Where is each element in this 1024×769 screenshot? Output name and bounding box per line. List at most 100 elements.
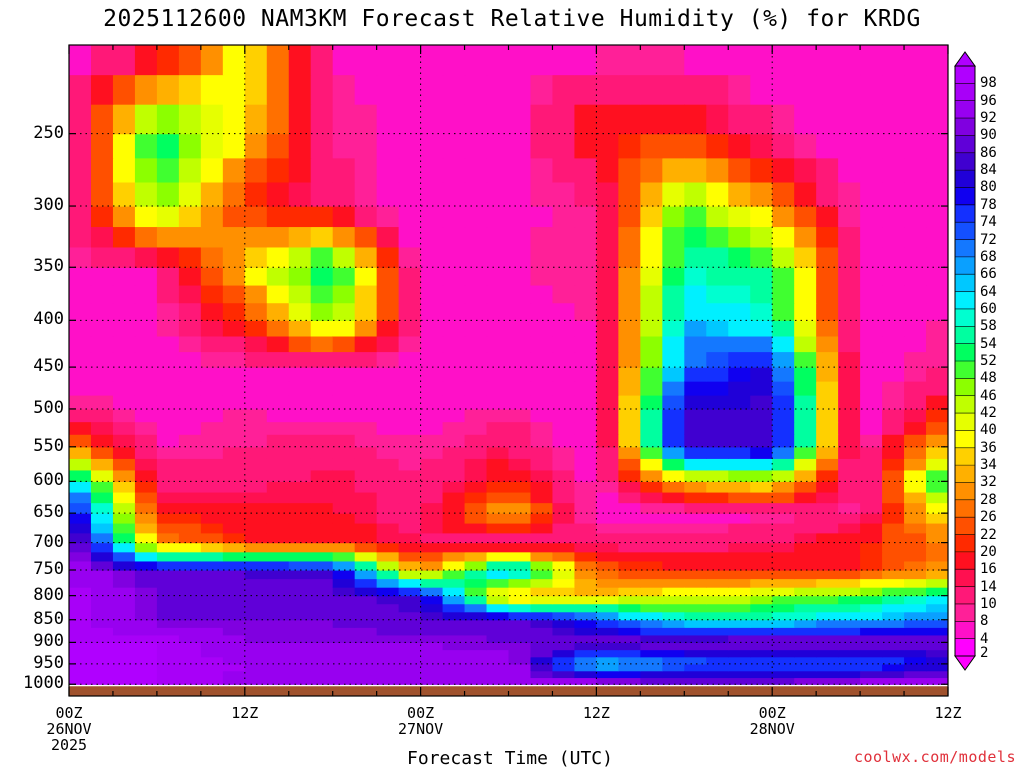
humidity-cell bbox=[266, 663, 290, 672]
humidity-cell bbox=[574, 611, 597, 621]
humidity-cell bbox=[728, 408, 751, 423]
humidity-cell bbox=[156, 181, 180, 207]
humidity-cell bbox=[750, 226, 773, 248]
humidity-cell bbox=[398, 408, 422, 423]
humidity-cell bbox=[662, 157, 685, 183]
humidity-cell bbox=[552, 157, 576, 183]
humidity-cell bbox=[288, 677, 312, 685]
humidity-cell bbox=[794, 481, 817, 493]
humidity-cell bbox=[750, 481, 773, 493]
humidity-cell bbox=[178, 367, 202, 382]
humidity-cell bbox=[926, 367, 948, 382]
humidity-cell bbox=[244, 603, 268, 613]
humidity-cell bbox=[288, 335, 312, 353]
x-tick-label: 12Z bbox=[205, 705, 285, 721]
humidity-cell bbox=[772, 578, 795, 588]
humidity-cell bbox=[354, 663, 378, 672]
humidity-cell bbox=[684, 206, 707, 228]
humidity-cell bbox=[904, 446, 927, 459]
humidity-cell bbox=[816, 513, 839, 524]
humidity-cell bbox=[772, 642, 795, 651]
humidity-cell bbox=[200, 595, 224, 605]
humidity-cell bbox=[552, 469, 576, 482]
humidity-cell bbox=[618, 522, 641, 534]
humidity-cell bbox=[464, 649, 488, 658]
humidity-cell bbox=[596, 595, 619, 605]
humidity-cell bbox=[926, 663, 948, 672]
humidity-cell bbox=[134, 181, 158, 207]
humidity-cell bbox=[376, 320, 400, 337]
humidity-cell bbox=[706, 642, 729, 651]
humidity-cell bbox=[640, 408, 663, 423]
humidity-cell bbox=[684, 74, 707, 105]
humidity-cell bbox=[354, 381, 378, 396]
humidity-cell bbox=[486, 469, 510, 482]
humidity-cell bbox=[134, 522, 158, 534]
humidity-cell bbox=[860, 74, 883, 105]
humidity-cell bbox=[420, 74, 444, 105]
humidity-cell bbox=[90, 491, 114, 504]
humidity-cell bbox=[772, 542, 795, 553]
humidity-cell bbox=[618, 206, 641, 228]
humidity-cell bbox=[640, 670, 663, 679]
humidity-cell bbox=[772, 569, 795, 580]
x-tick-label-line: 27NOV bbox=[398, 720, 444, 738]
humidity-cell bbox=[112, 481, 136, 493]
humidity-cell bbox=[618, 551, 641, 562]
humidity-cell bbox=[618, 513, 641, 524]
humidity-cell bbox=[442, 408, 466, 423]
humidity-cell bbox=[442, 104, 466, 135]
humidity-cell bbox=[926, 587, 948, 597]
humidity-cell bbox=[508, 677, 532, 685]
humidity-cell bbox=[156, 522, 180, 534]
colorbar-label: 26 bbox=[980, 509, 997, 526]
humidity-cell bbox=[860, 246, 883, 268]
humidity-cell bbox=[112, 267, 136, 286]
humidity-cell bbox=[112, 421, 136, 435]
humidity-cell bbox=[816, 335, 839, 353]
humidity-cell bbox=[354, 446, 378, 459]
humidity-cell bbox=[794, 408, 817, 423]
humidity-cell bbox=[288, 104, 312, 135]
humidity-cell bbox=[90, 634, 114, 644]
colorbar-segment bbox=[955, 395, 975, 414]
humidity-cell bbox=[882, 542, 905, 553]
humidity-cell bbox=[376, 649, 400, 658]
humidity-cell bbox=[486, 74, 510, 105]
humidity-cell bbox=[178, 670, 202, 679]
colorbar-label: 58 bbox=[980, 318, 997, 335]
humidity-cell bbox=[486, 677, 510, 685]
humidity-cell bbox=[134, 267, 158, 286]
humidity-cell bbox=[618, 181, 641, 207]
humidity-cell bbox=[684, 491, 707, 504]
humidity-cell bbox=[706, 284, 729, 304]
humidity-cell bbox=[69, 351, 92, 368]
humidity-cell bbox=[926, 133, 948, 159]
humidity-cell bbox=[420, 649, 444, 658]
x-tick-label: 00Z 26NOV 2025 bbox=[29, 705, 109, 753]
humidity-cell bbox=[354, 491, 378, 504]
humidity-cell bbox=[69, 104, 92, 135]
humidity-cell bbox=[794, 104, 817, 135]
humidity-cell bbox=[222, 595, 246, 605]
humidity-cell bbox=[552, 74, 576, 105]
humidity-cell bbox=[662, 502, 685, 514]
humidity-cell bbox=[288, 619, 312, 628]
humidity-cell bbox=[288, 181, 312, 207]
humidity-cell bbox=[662, 394, 685, 410]
humidity-cell bbox=[684, 627, 707, 636]
humidity-cell bbox=[508, 206, 532, 228]
humidity-cell bbox=[310, 542, 334, 553]
humidity-cell bbox=[354, 394, 378, 410]
humidity-cell bbox=[244, 595, 268, 605]
y-tick-label: 800 bbox=[33, 584, 64, 605]
humidity-cell bbox=[508, 394, 532, 410]
humidity-cell bbox=[706, 434, 729, 448]
humidity-cell bbox=[464, 181, 488, 207]
colorbar-segment bbox=[955, 222, 975, 241]
x-tick-label-line: 26NOV bbox=[46, 720, 92, 738]
humidity-cell bbox=[552, 45, 576, 76]
humidity-cell bbox=[772, 595, 795, 605]
humidity-cell bbox=[376, 157, 400, 183]
humidity-cell bbox=[354, 367, 378, 382]
